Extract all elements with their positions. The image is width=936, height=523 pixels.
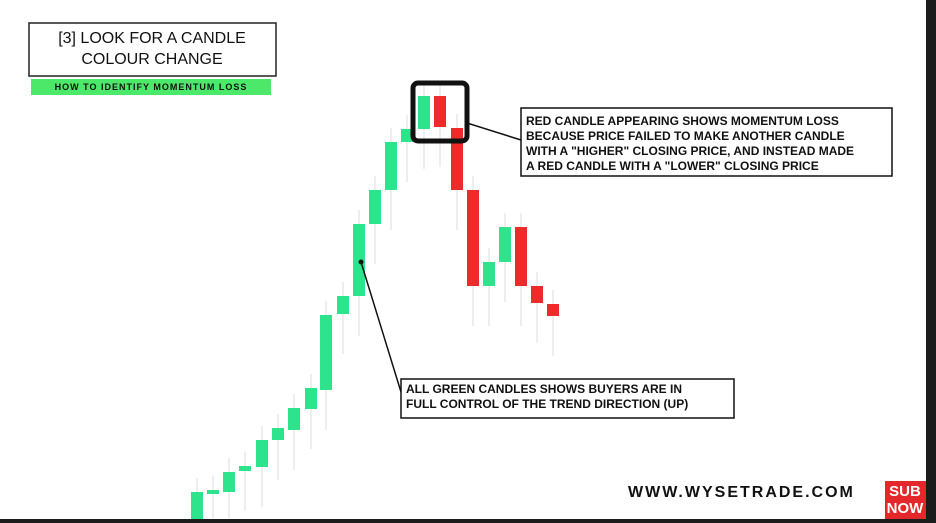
candle-body xyxy=(401,129,413,142)
subscribe-badge[interactable] xyxy=(885,481,926,519)
candle-body xyxy=(305,388,317,409)
callout-line: BECAUSE PRICE FAILED TO MAKE ANOTHER CAN… xyxy=(526,129,845,143)
callout-line: WITH A "HIGHER" CLOSING PRICE, AND INSTE… xyxy=(526,144,854,158)
callout-line: A RED CANDLE WITH A "LOWER" CLOSING PRIC… xyxy=(526,159,819,173)
candles xyxy=(191,82,559,521)
candle-body xyxy=(418,96,430,129)
candle-body xyxy=(320,315,332,390)
candle-body xyxy=(547,304,559,316)
callout-line: FULL CONTROL OF THE TREND DIRECTION (UP) xyxy=(406,397,688,411)
candle-body xyxy=(337,296,349,314)
candle-body xyxy=(483,262,495,286)
candle-body xyxy=(515,227,527,286)
candle-body xyxy=(223,472,235,492)
callout-box xyxy=(520,107,893,177)
highlight-box xyxy=(410,80,470,144)
candle-body xyxy=(385,142,397,190)
candle-body xyxy=(369,190,381,224)
title-line: [3] LOOK FOR A CANDLE xyxy=(58,30,246,47)
candle-body xyxy=(451,128,463,190)
candle-body xyxy=(239,466,251,471)
callout-line: ALL GREEN CANDLES SHOWS BUYERS ARE IN xyxy=(406,382,682,396)
pointer-line xyxy=(466,122,522,141)
candle-body xyxy=(467,190,479,286)
subtitle-bar xyxy=(31,79,271,95)
subtitle: HOW TO IDENTIFY MOMENTUM LOSS xyxy=(55,82,248,92)
pointer-dot xyxy=(464,120,470,126)
title-line: COLOUR CHANGE xyxy=(81,51,222,68)
title-box xyxy=(28,22,277,77)
callout-box xyxy=(400,378,735,419)
pointer-line xyxy=(360,261,402,393)
frame-edge xyxy=(0,519,936,523)
candle-body xyxy=(499,227,511,262)
badge-text: NOW xyxy=(887,500,925,517)
callout-line: RED CANDLE APPEARING SHOWS MOMENTUM LOSS xyxy=(526,114,839,128)
candle-body xyxy=(288,408,300,430)
candle-body xyxy=(353,224,365,296)
callout-text: ALL GREEN CANDLES SHOWS BUYERS ARE INFUL… xyxy=(406,382,688,411)
badge-text: SUB xyxy=(889,483,921,500)
candle-body xyxy=(256,440,268,467)
website: WWW.WYSETRADE.COM xyxy=(628,484,855,501)
candle-body xyxy=(191,492,203,521)
candle-body xyxy=(434,96,446,127)
pointer-dot xyxy=(358,259,364,265)
callout-text: RED CANDLE APPEARING SHOWS MOMENTUM LOSS… xyxy=(526,114,854,173)
candle-body xyxy=(531,286,543,303)
candle-body xyxy=(207,490,219,494)
frame-edge xyxy=(926,0,936,523)
candle-body xyxy=(272,428,284,440)
